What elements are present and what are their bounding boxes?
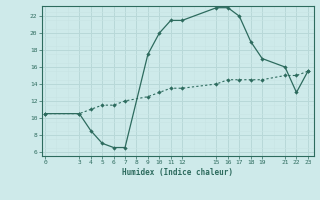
X-axis label: Humidex (Indice chaleur): Humidex (Indice chaleur)	[122, 168, 233, 177]
